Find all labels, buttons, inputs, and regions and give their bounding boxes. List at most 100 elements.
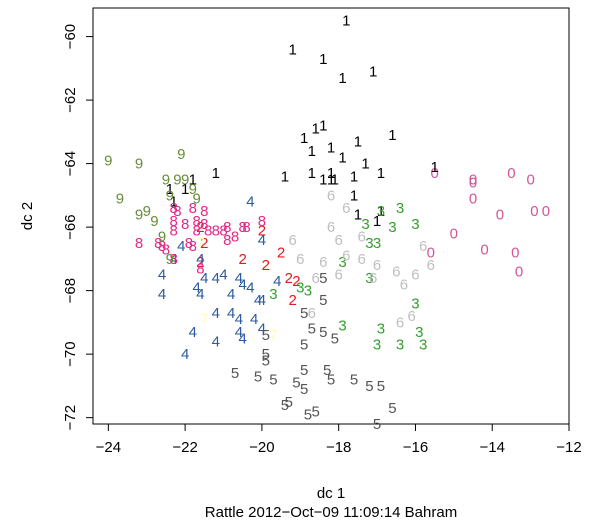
- point-class-0: 0: [469, 175, 477, 192]
- point-class-5: 5: [262, 346, 270, 363]
- point-class-8: 8: [231, 229, 239, 246]
- point-class-1: 1: [181, 181, 189, 198]
- point-class-9: 9: [158, 229, 166, 246]
- point-class-9: 9: [104, 152, 112, 169]
- point-class-0: 0: [542, 203, 550, 220]
- point-class-8: 8: [242, 219, 250, 236]
- point-class-9: 9: [116, 191, 124, 208]
- point-class-1: 1: [342, 13, 350, 30]
- x-tick-label: −20: [249, 439, 274, 456]
- point-class-9: 9: [143, 203, 151, 220]
- point-class-8: 8: [189, 200, 197, 217]
- point-class-6: 6: [392, 264, 400, 281]
- point-class-4: 4: [169, 251, 177, 268]
- point-class-3: 3: [377, 203, 385, 220]
- point-class-6: 6: [358, 251, 366, 268]
- point-class-4: 4: [239, 330, 247, 347]
- point-class-2: 2: [277, 245, 285, 262]
- point-class-8: 8: [200, 216, 208, 233]
- point-class-0: 0: [530, 203, 538, 220]
- point-class-0: 0: [496, 206, 504, 223]
- point-class-3: 3: [338, 318, 346, 335]
- point-class-8: 8: [185, 235, 193, 252]
- point-class-9: 9: [177, 146, 185, 163]
- plot-frame: [92, 7, 570, 425]
- point-class-3: 3: [269, 286, 277, 303]
- x-axis: −24 −22 −20 −18 −16 −14 −12: [96, 424, 582, 456]
- point-class-1: 1: [430, 159, 438, 176]
- point-class-8: 8: [219, 222, 227, 239]
- y-tick-label: −66: [62, 214, 79, 239]
- point-class-3: 3: [338, 254, 346, 271]
- point-class-3: 3: [365, 270, 373, 287]
- point-class-3: 3: [373, 235, 381, 252]
- x-tick-label: −16: [403, 439, 428, 456]
- point-class-6: 6: [327, 187, 335, 204]
- point-class-3: 3: [373, 337, 381, 354]
- point-class-8: 8: [169, 222, 177, 239]
- point-class-9: 9: [189, 181, 197, 198]
- point-class-5: 5: [300, 381, 308, 398]
- x-tick-label: −18: [326, 439, 351, 456]
- point-class-5: 5: [373, 416, 381, 433]
- point-class-8: 8: [192, 222, 200, 239]
- point-class-1: 1: [373, 213, 381, 230]
- point-class-1: 1: [281, 168, 289, 185]
- point-class-8: 8: [196, 260, 204, 277]
- point-class-1: 1: [377, 165, 385, 182]
- point-class-0: 0: [515, 264, 523, 281]
- point-class-0: 0: [469, 191, 477, 208]
- point-class-8: 8: [135, 235, 143, 252]
- x-tick-label: −24: [96, 439, 121, 456]
- point-class-6: 6: [373, 257, 381, 274]
- point-class-2: 2: [262, 257, 270, 274]
- point-class-8: 8: [204, 222, 212, 239]
- y-tick-label: −60: [62, 24, 79, 49]
- point-class-1: 1: [311, 121, 319, 138]
- point-class-4: 4: [227, 305, 235, 322]
- point-class-0: 0: [511, 245, 519, 262]
- point-class-4: 4: [227, 286, 235, 303]
- point-class-8: 8: [158, 238, 166, 255]
- point-class-8: 8: [212, 222, 220, 239]
- point-class-9: 9: [135, 206, 143, 223]
- point-class-3: 3: [361, 216, 369, 233]
- point-class-4: 4: [212, 305, 220, 322]
- point-class-9: 9: [150, 213, 158, 230]
- point-class-7: 7: [196, 235, 204, 252]
- point-class-6: 6: [342, 200, 350, 217]
- y-tick-label: −64: [62, 151, 79, 176]
- x-tick-label: −12: [556, 439, 581, 456]
- y-tick-label: −68: [62, 278, 79, 303]
- point-class-1: 1: [388, 127, 396, 144]
- x-axis-label: dc 1: [317, 485, 345, 502]
- point-class-1: 1: [354, 133, 362, 150]
- caption: Rattle 2012−Oct−09 11:09:14 Bahram: [205, 504, 457, 521]
- point-class-1: 1: [331, 171, 339, 188]
- point-class-1: 1: [377, 203, 385, 220]
- point-class-6: 6: [342, 248, 350, 265]
- point-class-3: 3: [411, 295, 419, 312]
- point-class-1: 1: [212, 165, 220, 182]
- point-class-1: 1: [166, 181, 174, 198]
- point-class-6: 6: [296, 251, 304, 268]
- point-class-1: 1: [350, 187, 358, 204]
- point-class-9: 9: [166, 187, 174, 204]
- point-class-7: 7: [200, 311, 208, 328]
- point-class-3: 3: [396, 200, 404, 217]
- point-class-5: 5: [304, 406, 312, 423]
- point-class-1: 1: [319, 117, 327, 134]
- point-class-0: 0: [507, 165, 515, 182]
- point-class-6: 6: [411, 267, 419, 284]
- point-class-1: 1: [327, 140, 335, 157]
- point-class-9: 9: [192, 191, 200, 208]
- point-class-9: 9: [181, 171, 189, 188]
- point-class-1: 1: [189, 171, 197, 188]
- point-class-5: 5: [377, 378, 385, 395]
- point-class-5: 5: [319, 292, 327, 309]
- point-class-4: 4: [158, 286, 166, 303]
- point-class-6: 6: [335, 267, 343, 284]
- point-class-6: 6: [327, 219, 335, 236]
- point-class-4: 4: [250, 311, 258, 328]
